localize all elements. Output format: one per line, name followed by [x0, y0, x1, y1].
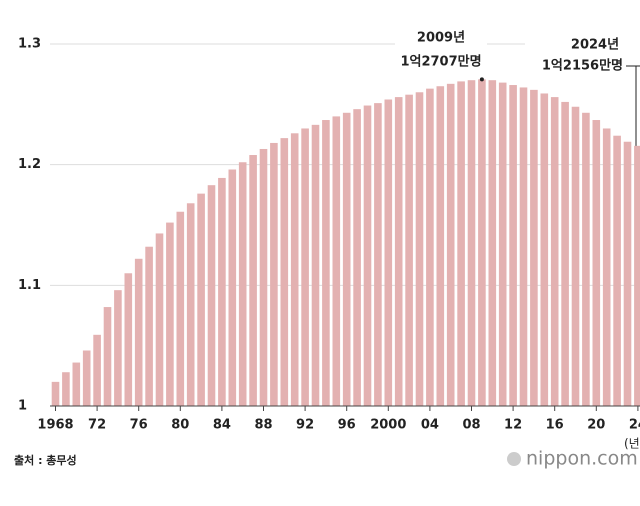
x-tick-label: 96 [338, 418, 356, 433]
x-tick-label: 12 [504, 418, 522, 433]
bar [384, 99, 393, 407]
x-tick-label: 80 [171, 418, 189, 433]
bar [176, 211, 185, 406]
x-tick-label: 76 [130, 418, 148, 433]
bar [124, 273, 133, 406]
bar [145, 246, 153, 406]
bar [436, 86, 445, 406]
annotation-bg [525, 33, 640, 77]
x-tick-label: 24 [629, 418, 640, 433]
annotation-year: 2009년 [417, 31, 465, 46]
bar [405, 94, 413, 407]
x-tick-label: 84 [213, 418, 231, 433]
annotation-text: 1억2156만명 [542, 58, 623, 74]
bar [374, 103, 382, 407]
x-tick-label: 1968 [37, 418, 73, 433]
bar [353, 109, 361, 406]
x-tick-label: 20 [587, 418, 605, 433]
bar [426, 88, 434, 406]
bar [290, 133, 299, 406]
bar [311, 124, 320, 406]
bar [62, 372, 70, 406]
bar [322, 120, 330, 407]
bar [592, 120, 601, 407]
bar [134, 258, 143, 406]
y-tick-label: 1.1 [18, 278, 41, 293]
bar [82, 350, 91, 406]
bar [634, 145, 640, 407]
source-note: 출처 : 총무성 [14, 453, 77, 467]
bar [561, 101, 569, 407]
x-tick-label: 92 [296, 418, 314, 433]
x-tick-label: 72 [88, 418, 106, 433]
bar [519, 87, 528, 406]
bar [228, 169, 237, 406]
y-tick-label: 1.2 [18, 157, 41, 172]
bar [186, 203, 195, 406]
bar [259, 148, 268, 407]
bar [488, 80, 497, 406]
bar [540, 93, 549, 407]
bar [530, 89, 538, 406]
x-tick-label: 88 [254, 418, 272, 433]
bar [478, 79, 486, 406]
annotation-bg [395, 28, 487, 74]
bar [415, 92, 424, 407]
x-tick-label: 08 [462, 418, 480, 433]
bar [280, 138, 289, 406]
bar [498, 82, 507, 406]
bar [207, 185, 216, 406]
annotation-year: 2024년 [571, 38, 619, 53]
bar [93, 334, 101, 406]
brand-name: nippon.com [526, 448, 638, 470]
x-unit: (년) [624, 437, 640, 451]
bar [166, 222, 174, 406]
annotation-dot [479, 77, 484, 82]
bar [550, 97, 559, 407]
bar [602, 128, 611, 406]
bar [509, 85, 517, 406]
bar [270, 142, 278, 407]
annotation-text: 1억2707만명 [400, 54, 481, 70]
bar [363, 105, 372, 406]
bar [301, 128, 309, 406]
bar [114, 290, 122, 406]
x-tick-label: 16 [546, 418, 564, 433]
bar [571, 106, 580, 406]
bar [342, 112, 351, 406]
bar [446, 83, 455, 406]
bar [467, 80, 476, 406]
bar [51, 381, 60, 406]
y-tick-label: 1 [18, 399, 27, 414]
bar [103, 307, 112, 406]
bar [238, 162, 247, 406]
bar [197, 193, 205, 406]
bar [72, 362, 81, 406]
bar [218, 177, 226, 406]
bar [394, 97, 403, 407]
bar [155, 233, 164, 406]
brand-logo [507, 452, 521, 466]
bar [613, 135, 621, 406]
bar [332, 116, 341, 407]
x-tick-label: 04 [421, 418, 439, 433]
bar [249, 155, 257, 406]
bar [623, 141, 632, 407]
bar [457, 81, 465, 406]
bar [582, 112, 590, 406]
y-tick-label: 1.3 [18, 37, 41, 52]
x-tick-label: 2000 [370, 418, 406, 433]
